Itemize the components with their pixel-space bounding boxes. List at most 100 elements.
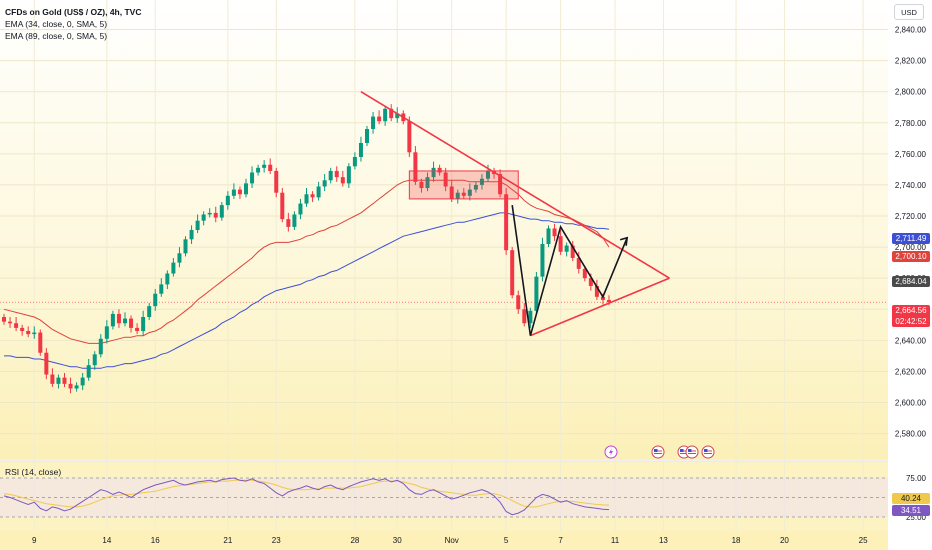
ema89-legend[interactable]: EMA (89, close, 0, SMA, 5): [5, 31, 108, 41]
candle-body: [135, 327, 140, 332]
flag-canton: [680, 449, 684, 452]
candle-body: [153, 293, 158, 307]
candle-body: [244, 183, 248, 195]
candle-body: [486, 170, 490, 179]
candle-body: [498, 174, 503, 195]
candle-body: [123, 318, 127, 324]
candle-body: [38, 332, 43, 353]
candle-body: [340, 177, 345, 184]
time-tick-label: 21: [223, 536, 232, 545]
candle-body: [607, 299, 611, 303]
candle-body: [20, 327, 25, 332]
candle-body: [141, 317, 146, 332]
economic-events[interactable]: [604, 445, 715, 459]
time-tick-label: 9: [32, 536, 37, 545]
rsi-badge: 34.51: [892, 505, 930, 516]
candle-body: [516, 295, 521, 310]
candle-body: [594, 285, 599, 297]
time-tick-label: 13: [659, 536, 668, 545]
bar-countdown: 02:42:52: [895, 317, 927, 326]
candle-body: [189, 230, 194, 240]
candle-body: [389, 108, 394, 119]
candle-body: [413, 152, 418, 182]
candle-body: [74, 385, 79, 389]
price-tick-label: 2,840.00: [895, 26, 927, 35]
candle-body: [32, 332, 37, 335]
candle-body: [455, 192, 460, 199]
time-tick-label: 11: [611, 536, 620, 545]
ema34-price-badge: 2,700.10: [892, 251, 930, 262]
candle-body: [346, 166, 351, 184]
time-tick-label: 23: [272, 536, 281, 545]
candle-body: [310, 194, 315, 198]
candle-body: [371, 116, 376, 129]
candle-body: [86, 365, 91, 378]
candle-body: [431, 167, 436, 178]
candle-body: [231, 189, 236, 196]
candle-body: [298, 203, 303, 215]
candle-body: [195, 220, 200, 230]
projection-arrowhead: [619, 236, 629, 246]
candle-body: [104, 326, 109, 339]
time-tick-label: 18: [732, 536, 741, 545]
rsi-lines: [3, 477, 610, 516]
candle-body: [26, 331, 31, 335]
flag-canton: [704, 449, 708, 452]
chart-legend: CFDs on Gold (US$ / OZ), 4h, TVC EMA (34…: [5, 6, 141, 42]
time-axis[interactable]: 9 14 16 21 23 28 30 Nov 5 7 11 13 18 20 25: [32, 536, 868, 545]
price-tick-label: 2,720.00: [895, 212, 927, 221]
price-tick-label: 2,600.00: [895, 398, 927, 407]
candle-body: [213, 212, 218, 218]
symbol-title[interactable]: CFDs on Gold (US$ / OZ), 4h, TVC: [5, 7, 142, 17]
candle-body: [570, 245, 575, 258]
candle-body: [552, 228, 557, 237]
flag-field: [654, 449, 662, 455]
rsi-ma-badge: 40.24: [892, 493, 930, 504]
candle-body: [383, 108, 388, 122]
candle-body: [576, 257, 581, 269]
rsi-legend[interactable]: RSI (14, close): [5, 467, 62, 477]
candle-body: [546, 228, 551, 244]
candle-body: [461, 192, 466, 196]
rsi-tick-label: 75.00: [906, 474, 927, 483]
flag-canton: [688, 449, 692, 452]
price-tick-label: 2,800.00: [895, 88, 927, 97]
candle-body: [534, 276, 539, 311]
candle-body: [467, 189, 472, 196]
candle-body: [443, 172, 448, 187]
candle-body: [183, 239, 188, 254]
candle-body: [395, 113, 400, 119]
candle-body: [292, 214, 297, 227]
candle-body: [280, 192, 285, 220]
price-pane-background: [0, 0, 888, 460]
time-scale-background: [0, 531, 888, 550]
candle-body: [286, 219, 291, 227]
candle-body: [504, 194, 509, 251]
candle-body: [304, 194, 309, 204]
flag-canton: [654, 449, 658, 452]
ema34-legend[interactable]: EMA (34, close, 0, SMA, 5): [5, 19, 108, 29]
price-tick-label: 2,740.00: [895, 181, 927, 190]
triangle-trendline: [360, 91, 670, 279]
candle-body: [377, 116, 382, 122]
candle-body: [449, 186, 454, 199]
time-tick-label: 16: [151, 536, 160, 545]
currency-button[interactable]: USD: [894, 4, 924, 20]
time-tick-label: 7: [558, 536, 563, 545]
price-tick-label: 2,620.00: [895, 367, 927, 376]
candle-body: [540, 243, 545, 277]
candle-body: [334, 170, 339, 178]
candle-body: [62, 377, 67, 384]
candle-body: [358, 142, 363, 157]
candle-body: [44, 352, 49, 375]
projection-path: [511, 204, 628, 336]
candle-body: [473, 184, 478, 190]
candle-body: [50, 374, 55, 384]
flag-field: [704, 449, 712, 455]
candle-body: [171, 262, 176, 274]
rsi-band: [0, 477, 888, 518]
price-tick-label: 2,640.00: [895, 336, 927, 345]
time-tick-label: 30: [393, 536, 402, 545]
time-tick-label: 5: [504, 536, 509, 545]
